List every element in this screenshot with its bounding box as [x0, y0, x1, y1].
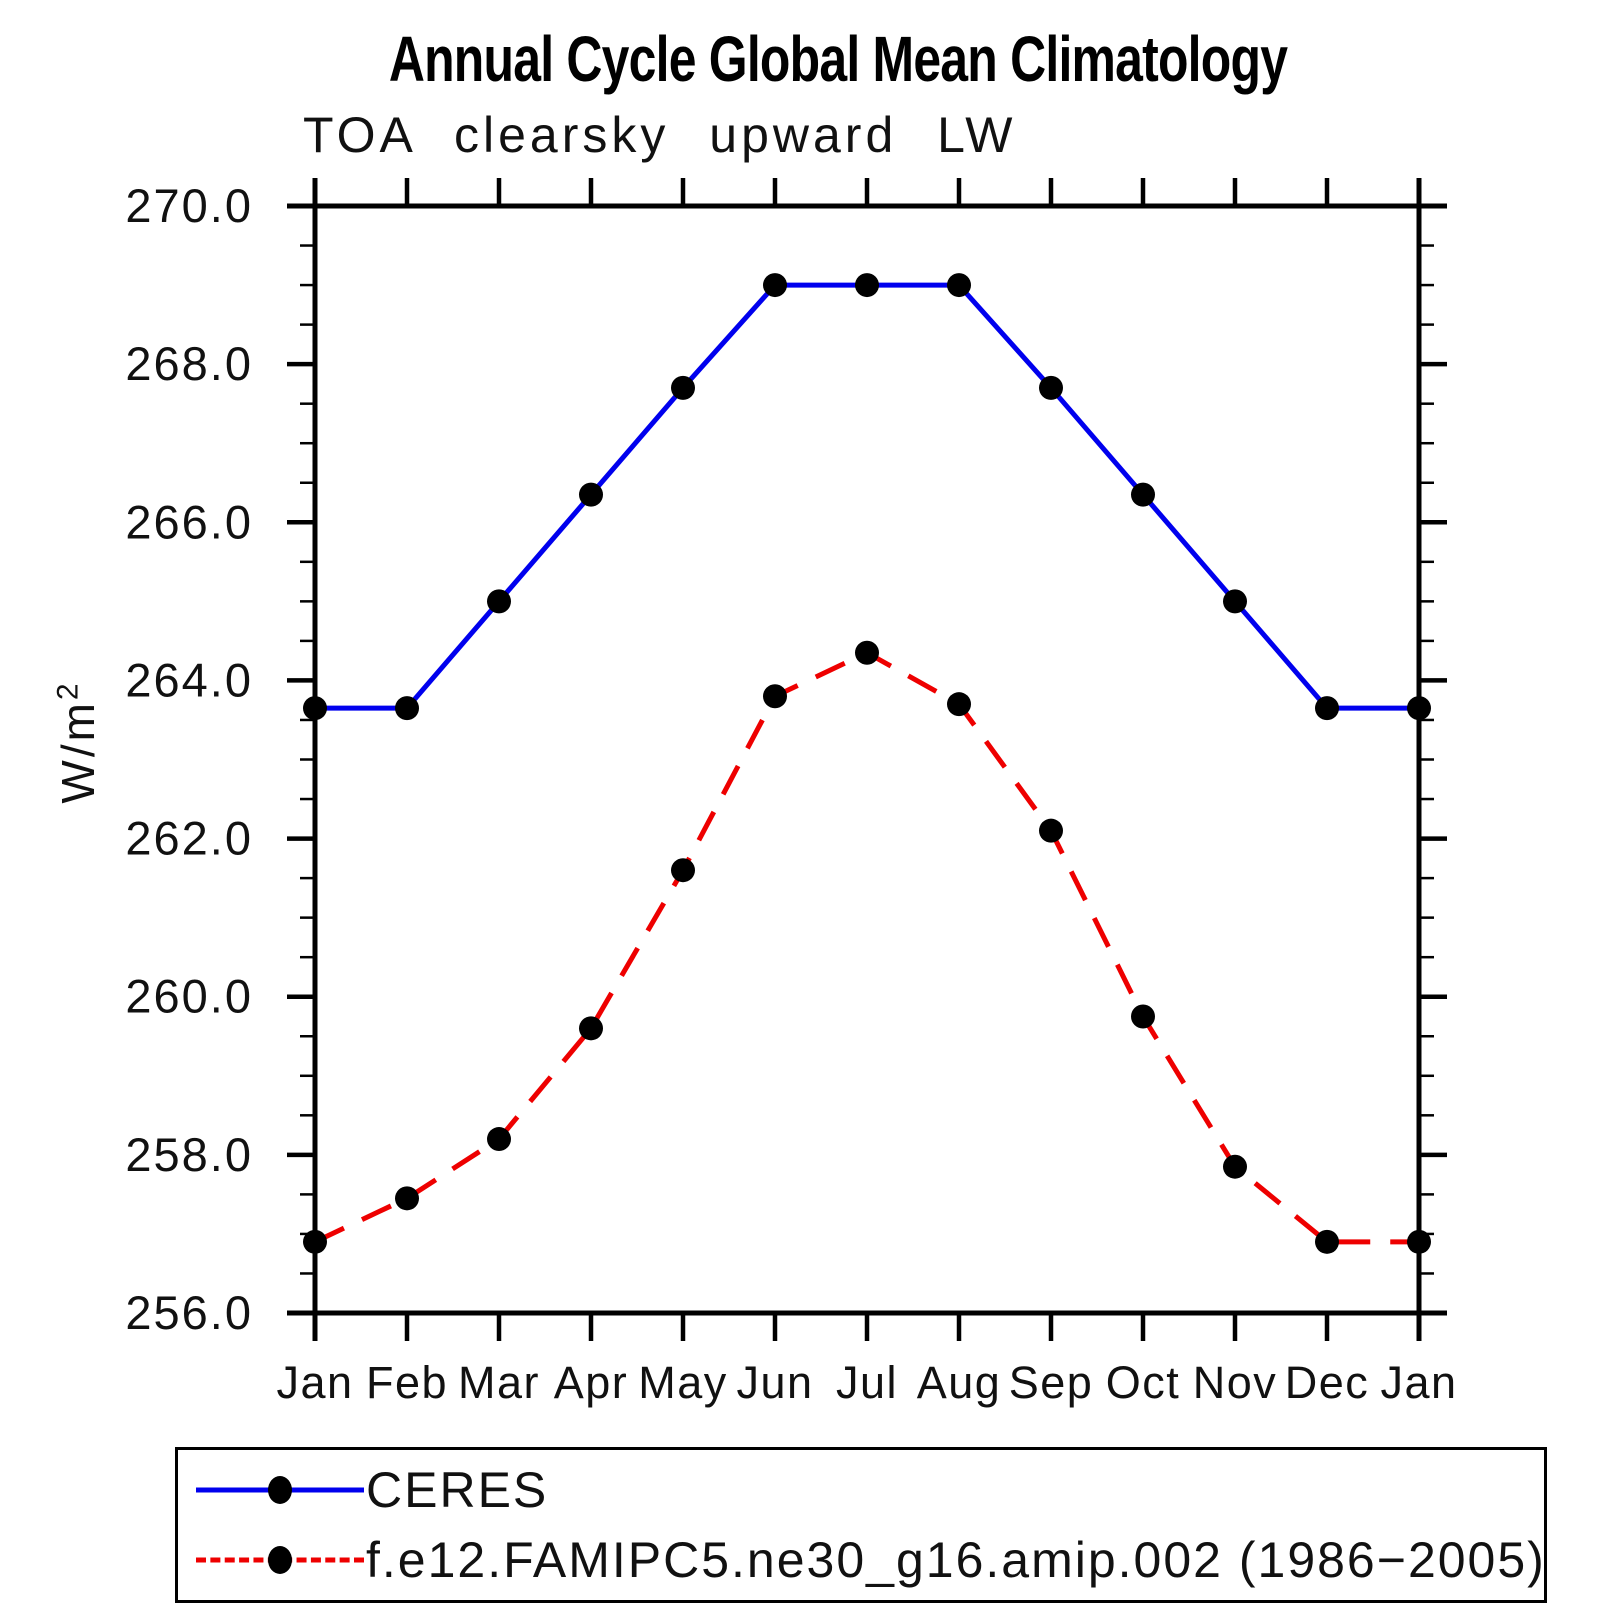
x-tick-label: May [638, 1357, 728, 1408]
series-point-model [579, 1016, 603, 1041]
y-tick-label: 260.0 [125, 970, 253, 1023]
legend-item-model: f.e12.FAMIPC5.ne30_g16.amip.002 (1986−20… [178, 1530, 1544, 1590]
legend-label-ceres: CERES [366, 1462, 549, 1518]
x-tick-label: Jul [836, 1357, 898, 1408]
series-point-ceres [1223, 589, 1247, 614]
series-point-ceres [1315, 696, 1339, 721]
x-tick-label: Nov [1193, 1357, 1278, 1408]
series-point-model [487, 1127, 511, 1152]
x-tick-label: Aug [917, 1357, 1002, 1408]
series-point-ceres [395, 696, 419, 721]
y-tick-label: 264.0 [125, 653, 253, 706]
y-tick-label: 256.0 [125, 1286, 253, 1339]
x-tick-label: Mar [458, 1357, 540, 1408]
y-tick-label: 270.0 [125, 179, 253, 232]
y-tick-label: 266.0 [125, 495, 253, 548]
series-point-ceres [1407, 696, 1431, 721]
x-tick-label: Jun [736, 1357, 813, 1408]
legend-label-model: f.e12.FAMIPC5.ne30_g16.amip.002 (1986−20… [366, 1532, 1546, 1588]
series-line-model [313, 649, 1419, 1245]
y-tick-label: 258.0 [125, 1128, 253, 1181]
series-point-ceres [1039, 375, 1063, 400]
series-point-model [1407, 1229, 1431, 1254]
series-point-model [855, 640, 879, 665]
series-point-ceres [1131, 482, 1155, 507]
x-tick-label: Oct [1106, 1357, 1181, 1408]
legend-item-ceres: CERES [178, 1460, 1544, 1520]
x-tick-label: Apr [554, 1357, 629, 1408]
y-tick-label: 262.0 [125, 812, 253, 865]
legend-sample-ceres [196, 1460, 364, 1520]
legend-marker-dot [268, 1476, 292, 1504]
legend-sample-model [196, 1530, 364, 1590]
series-point-ceres [763, 273, 787, 298]
legend: CERES f.e12.FAMIPC5.ne30_g16.amip.002 (1… [175, 1447, 1547, 1603]
series-point-model [303, 1229, 327, 1254]
x-tick-label: Sep [1009, 1357, 1094, 1408]
series-point-model [1315, 1229, 1339, 1254]
legend-marker-dot [268, 1546, 292, 1574]
series-point-ceres [579, 482, 603, 507]
x-tick-label: Feb [366, 1357, 448, 1408]
x-tick-label: Jan [276, 1357, 353, 1408]
series-point-model [763, 684, 787, 709]
chart-title-text: Annual Cycle Global Mean Climatology [388, 23, 1288, 95]
series-point-ceres [671, 375, 695, 400]
series-point-ceres [855, 273, 879, 298]
series-point-model [1039, 818, 1063, 843]
y-tick-label: 268.0 [125, 337, 253, 390]
x-tick-label: Dec [1285, 1357, 1370, 1408]
x-tick-label: Jan [1380, 1357, 1457, 1408]
series-point-model [947, 692, 971, 717]
series-point-ceres [487, 589, 511, 614]
series-point-model [671, 858, 695, 883]
series-point-model [1131, 1004, 1155, 1029]
series-point-model [395, 1186, 419, 1211]
series-point-model [1223, 1154, 1247, 1179]
chart-subtitle: TOA clearsky upward LW [303, 107, 1017, 163]
series-point-ceres [303, 696, 327, 721]
series-point-ceres [947, 273, 971, 298]
chart-title: Annual Cycle Global Mean Climatology [262, 22, 1414, 96]
